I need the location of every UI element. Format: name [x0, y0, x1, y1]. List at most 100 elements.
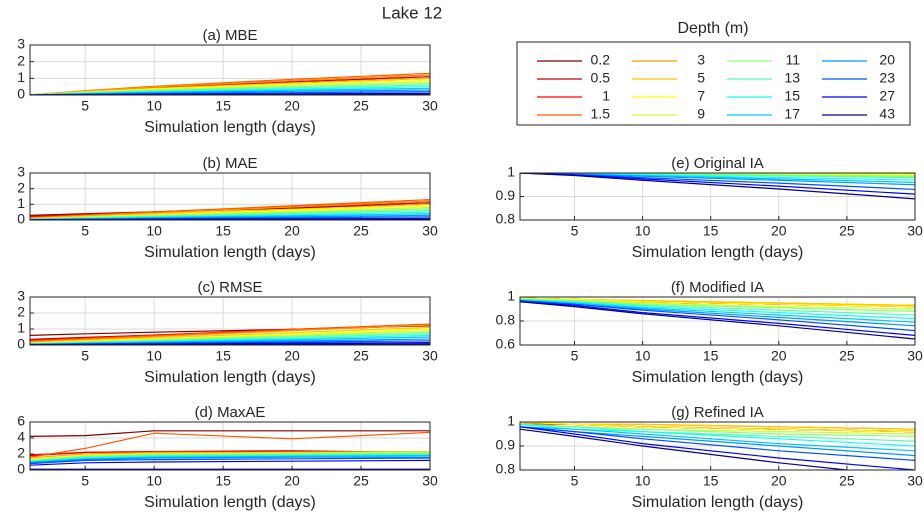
x-tick-label: 30 [907, 473, 923, 489]
panel-title: (c) RMSE [198, 279, 263, 296]
y-tick-label: 0.8 [496, 312, 516, 328]
y-tick-label: 1 [17, 195, 25, 211]
series-line [30, 324, 430, 343]
x-tick-label: 15 [703, 223, 719, 239]
series-line [30, 453, 430, 462]
series-line [30, 455, 430, 463]
x-axis-label: Simulation length (days) [144, 369, 316, 386]
series-line [520, 301, 915, 340]
series-line [30, 457, 430, 465]
x-tick-label: 25 [839, 473, 855, 489]
series-line [520, 298, 915, 312]
x-tick-label: 25 [839, 348, 855, 364]
x-tick-label: 10 [146, 223, 162, 239]
plot-area [30, 323, 430, 345]
y-tick-label: 1 [17, 69, 25, 85]
axes-frame [29, 172, 431, 221]
y-tick-label: 4 [17, 429, 25, 445]
y-tick-label: 2 [17, 52, 25, 68]
x-tick-label: 5 [571, 223, 579, 239]
panel-title: (a) MBE [202, 27, 257, 44]
legend-label: 11 [785, 52, 800, 68]
x-axis-label: Simulation length (days) [144, 244, 316, 261]
legend-label: 27 [879, 88, 895, 104]
series-line [30, 451, 430, 461]
x-tick-label: 10 [146, 98, 162, 114]
legend-label: 5 [697, 70, 705, 86]
x-tick-label: 30 [422, 98, 438, 114]
axes-frame [519, 172, 916, 221]
legend-label: 0.2 [591, 52, 611, 68]
legend-label: 1.5 [591, 106, 611, 122]
y-tick-label: 0.9 [496, 437, 516, 453]
x-tick-label: 20 [284, 223, 300, 239]
y-tick-label: 0.6 [496, 336, 516, 352]
series-line [30, 452, 430, 461]
legend-label: 7 [697, 88, 705, 104]
legend-label: 1 [602, 88, 610, 104]
x-tick-label: 10 [635, 473, 651, 489]
x-tick-label: 25 [353, 348, 369, 364]
x-tick-label: 10 [635, 223, 651, 239]
x-tick-label: 10 [146, 348, 162, 364]
y-tick-label: 0 [17, 86, 25, 102]
panel-title: (g) Refined IA [671, 404, 764, 421]
figure-title: Lake 12 [382, 3, 443, 22]
x-tick-label: 30 [422, 473, 438, 489]
x-tick-label: 30 [422, 223, 438, 239]
x-tick-label: 20 [284, 98, 300, 114]
series-line [520, 428, 853, 470]
x-tick-label: 5 [571, 348, 579, 364]
legend-label: 13 [784, 70, 800, 86]
x-tick-label: 20 [284, 473, 300, 489]
axes-frame [519, 421, 916, 471]
legend-box [516, 41, 911, 126]
axes-frame [29, 421, 431, 471]
series-line [520, 173, 915, 175]
y-tick-label: 6 [17, 413, 25, 429]
x-tick-label: 15 [703, 348, 719, 364]
y-tick-label: 3 [17, 288, 25, 304]
x-tick-label: 10 [635, 348, 651, 364]
series-line [520, 426, 915, 452]
x-tick-label: 15 [215, 98, 231, 114]
axes-frame [519, 296, 916, 346]
series-line [30, 459, 430, 466]
series-line [30, 323, 430, 342]
x-tick-label: 5 [81, 223, 89, 239]
y-tick-label: 3 [17, 164, 25, 180]
x-tick-label: 15 [703, 473, 719, 489]
x-axis-label: Simulation length (days) [632, 369, 804, 386]
series-line [520, 426, 915, 470]
y-tick-label: 0 [17, 336, 25, 352]
series-line [520, 301, 915, 336]
y-tick-label: 2 [17, 445, 25, 461]
x-axis-label: Simulation length (days) [632, 244, 804, 261]
series-line [520, 422, 915, 433]
x-tick-label: 30 [422, 348, 438, 364]
y-tick-label: 0.8 [496, 461, 516, 477]
series-line [520, 423, 915, 447]
panel-title: (d) MaxAE [195, 404, 266, 421]
series-line [520, 300, 915, 332]
series-line [520, 300, 915, 323]
y-tick-label: 0 [17, 211, 25, 227]
x-tick-label: 25 [353, 98, 369, 114]
x-tick-label: 20 [284, 348, 300, 364]
y-tick-label: 0.9 [496, 187, 516, 203]
legend-label: 3 [697, 52, 705, 68]
y-tick-label: 1 [507, 413, 515, 429]
x-tick-label: 30 [907, 348, 923, 364]
series-line [520, 426, 915, 461]
y-tick-label: 3 [17, 36, 25, 52]
y-tick-label: 0.8 [496, 211, 516, 227]
panel-title: (f) Modified IA [671, 279, 764, 296]
x-axis-label: Simulation length (days) [144, 119, 316, 136]
x-axis-label: Simulation length (days) [632, 494, 804, 511]
axes-frame [29, 44, 431, 96]
x-tick-label: 15 [215, 348, 231, 364]
y-tick-label: 1 [507, 164, 515, 180]
x-tick-label: 5 [81, 473, 89, 489]
y-tick-label: 0 [17, 461, 25, 477]
